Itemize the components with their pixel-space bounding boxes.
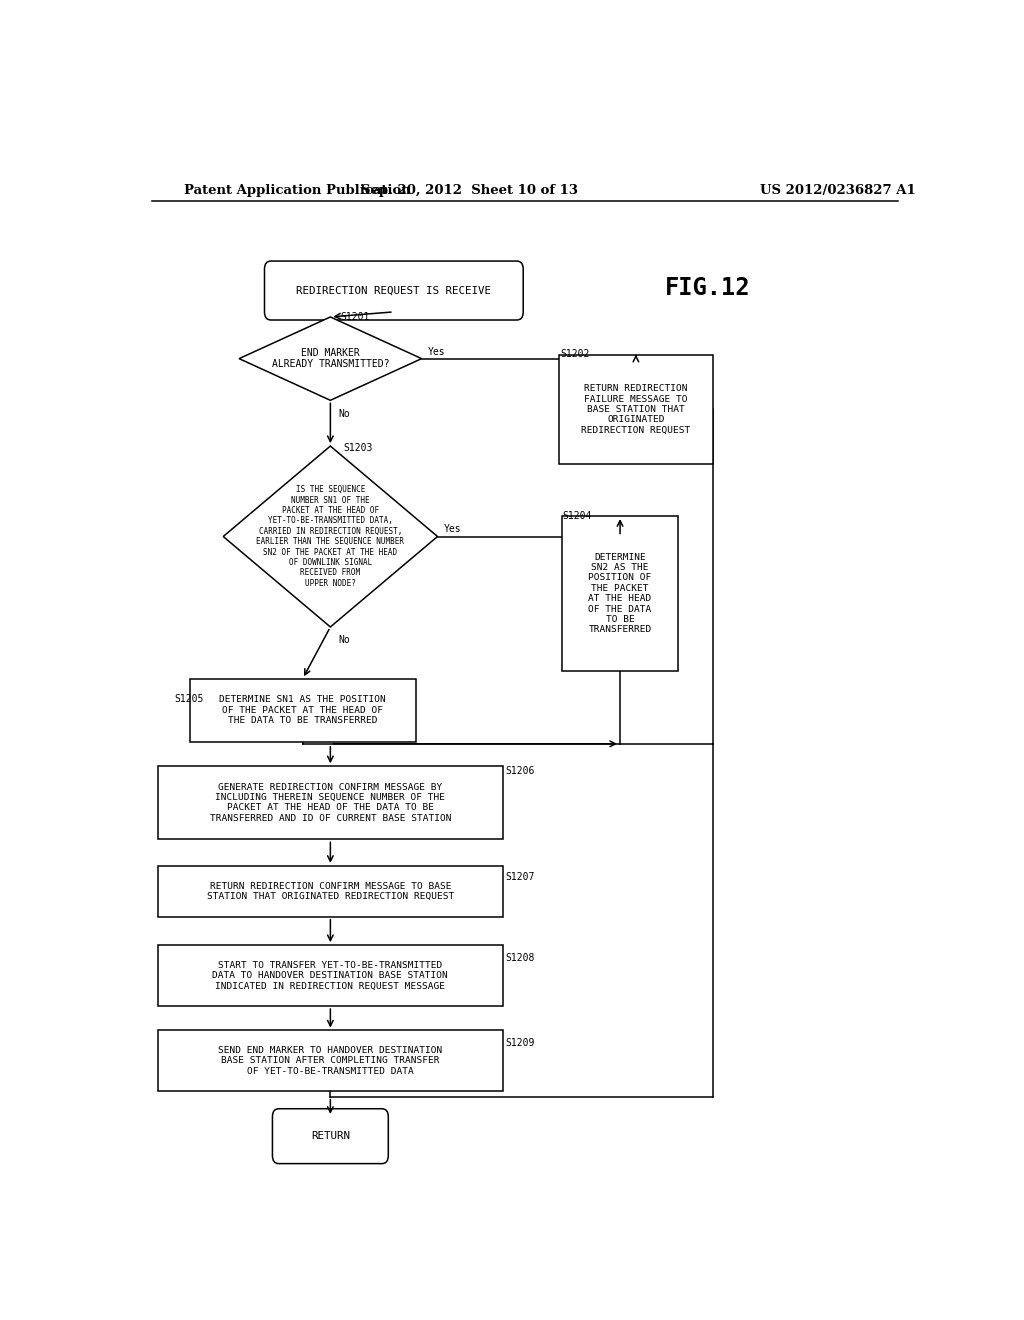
Text: No: No (338, 635, 350, 645)
Text: RETURN REDIRECTION
FAILURE MESSAGE TO
BASE STATION THAT
ORIGINATED
REDIRECTION R: RETURN REDIRECTION FAILURE MESSAGE TO BA… (582, 384, 690, 434)
Text: Yes: Yes (428, 347, 445, 356)
Text: Sep. 20, 2012  Sheet 10 of 13: Sep. 20, 2012 Sheet 10 of 13 (360, 185, 578, 198)
Text: Yes: Yes (443, 524, 462, 535)
Text: SEND END MARKER TO HANDOVER DESTINATION
BASE STATION AFTER COMPLETING TRANSFER
O: SEND END MARKER TO HANDOVER DESTINATION … (218, 1045, 442, 1076)
Text: S1206: S1206 (506, 767, 536, 776)
Text: S1204: S1204 (562, 511, 592, 521)
Text: RETURN REDIRECTION CONFIRM MESSAGE TO BASE
STATION THAT ORIGINATED REDIRECTION R: RETURN REDIRECTION CONFIRM MESSAGE TO BA… (207, 882, 454, 902)
Text: START TO TRANSFER YET-TO-BE-TRANSMITTED
DATA TO HANDOVER DESTINATION BASE STATIO: START TO TRANSFER YET-TO-BE-TRANSMITTED … (213, 961, 449, 990)
Text: S1208: S1208 (506, 953, 536, 964)
Text: S1202: S1202 (560, 348, 590, 359)
Text: REDIRECTION REQUEST IS RECEIVE: REDIRECTION REQUEST IS RECEIVE (296, 285, 492, 296)
Text: S1207: S1207 (506, 873, 536, 882)
Text: US 2012/0236827 A1: US 2012/0236827 A1 (761, 185, 916, 198)
Text: IS THE SEQUENCE
NUMBER SN1 OF THE
PACKET AT THE HEAD OF
YET-TO-BE-TRANSMITTED DA: IS THE SEQUENCE NUMBER SN1 OF THE PACKET… (256, 486, 404, 587)
Text: S1203: S1203 (344, 444, 373, 453)
Polygon shape (240, 317, 422, 400)
Bar (189, 678, 416, 742)
Bar (158, 866, 503, 916)
Text: DETERMINE SN1 AS THE POSITION
OF THE PACKET AT THE HEAD OF
THE DATA TO BE TRANSF: DETERMINE SN1 AS THE POSITION OF THE PAC… (219, 696, 386, 725)
Text: DETERMINE
SN2 AS THE
POSITION OF
THE PACKET
AT THE HEAD
OF THE DATA
TO BE
TRANSF: DETERMINE SN2 AS THE POSITION OF THE PAC… (589, 553, 651, 635)
FancyBboxPatch shape (264, 261, 523, 319)
FancyBboxPatch shape (272, 1109, 388, 1164)
Bar (558, 355, 714, 465)
Text: RETURN: RETURN (311, 1131, 350, 1142)
Bar (562, 516, 678, 671)
Bar (158, 766, 503, 840)
Polygon shape (223, 446, 437, 627)
Bar (158, 1031, 503, 1092)
Text: S1201: S1201 (341, 312, 370, 322)
Bar (158, 945, 503, 1006)
Text: S1205: S1205 (174, 694, 204, 704)
Text: END MARKER
ALREADY TRANSMITTED?: END MARKER ALREADY TRANSMITTED? (271, 348, 389, 370)
Text: Patent Application Publication: Patent Application Publication (183, 185, 411, 198)
Text: S1209: S1209 (506, 1038, 536, 1048)
Text: FIG.12: FIG.12 (665, 276, 750, 301)
Text: GENERATE REDIRECTION CONFIRM MESSAGE BY
INCLUDING THEREIN SEQUENCE NUMBER OF THE: GENERATE REDIRECTION CONFIRM MESSAGE BY … (210, 783, 452, 822)
Text: No: No (338, 408, 350, 418)
